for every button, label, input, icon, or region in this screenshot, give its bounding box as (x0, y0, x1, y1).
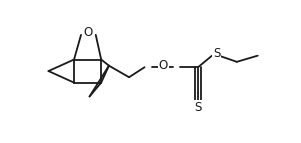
Text: S: S (213, 47, 220, 60)
Text: O: O (159, 59, 168, 72)
Text: S: S (194, 101, 202, 114)
Text: O: O (83, 26, 93, 39)
